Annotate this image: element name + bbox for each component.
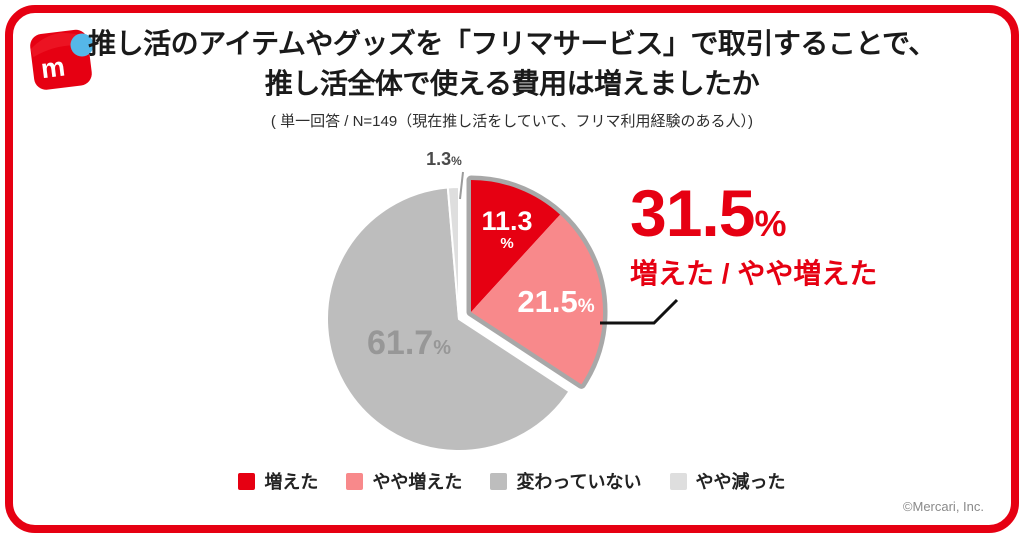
legend-swatch: [669, 472, 687, 490]
pie-slices: [326, 175, 608, 452]
legend-label: やや増えた: [372, 472, 463, 492]
logo-letter: m: [39, 51, 66, 84]
callout-label: 増えた / やや増えた: [630, 258, 878, 289]
title-line-2: 推し活全体で使える費用は増えましたか: [264, 68, 760, 99]
callout-highlight: 31.5% 増えた / やや増えた: [630, 180, 877, 290]
copyright: ©Mercari, Inc.: [902, 499, 984, 514]
legend-label: 増えた: [264, 472, 319, 492]
legend-item-increased: 増えた: [238, 468, 318, 494]
legend-item-somewhat-decreased: やや減った: [669, 468, 786, 494]
blue-dot-icon: [70, 33, 94, 57]
slice-value-increased: 11.3%: [481, 206, 533, 252]
page-title: 推し活のアイテムやグッズを「フリマサービス」で取引することで、 推し活全体で使え…: [0, 24, 1024, 104]
slice-value-somewhat-decreased: 1.3%: [426, 149, 462, 169]
slice-value-unchanged: 61.7%: [367, 324, 451, 362]
legend-swatch: [346, 472, 364, 490]
legend-item-unchanged: 変わっていない: [490, 468, 642, 494]
legend-label: やや減った: [695, 472, 786, 492]
legend-label: 変わっていない: [516, 472, 642, 492]
legend-swatch: [490, 472, 508, 490]
legend: 増えた やや増えた 変わっていない やや減った: [0, 468, 1024, 494]
slice-value-somewhat-increased: 21.5%: [517, 284, 595, 319]
title-line-1: 推し活のアイテムやグッズを「フリマサービス」で取引することで、: [88, 28, 936, 59]
leader-line-small-slice: [459, 171, 464, 200]
callout-value: 31.5%: [630, 176, 786, 250]
mercari-logo: m: [30, 29, 94, 90]
survey-note: ( 単一回答 / N=149（現在推し活をしていて、フリマ利用経験のある人）): [270, 113, 754, 130]
leader-line-callout: [600, 298, 679, 325]
legend-swatch: [238, 472, 256, 490]
legend-item-somewhat-increased: やや増えた: [346, 468, 462, 494]
